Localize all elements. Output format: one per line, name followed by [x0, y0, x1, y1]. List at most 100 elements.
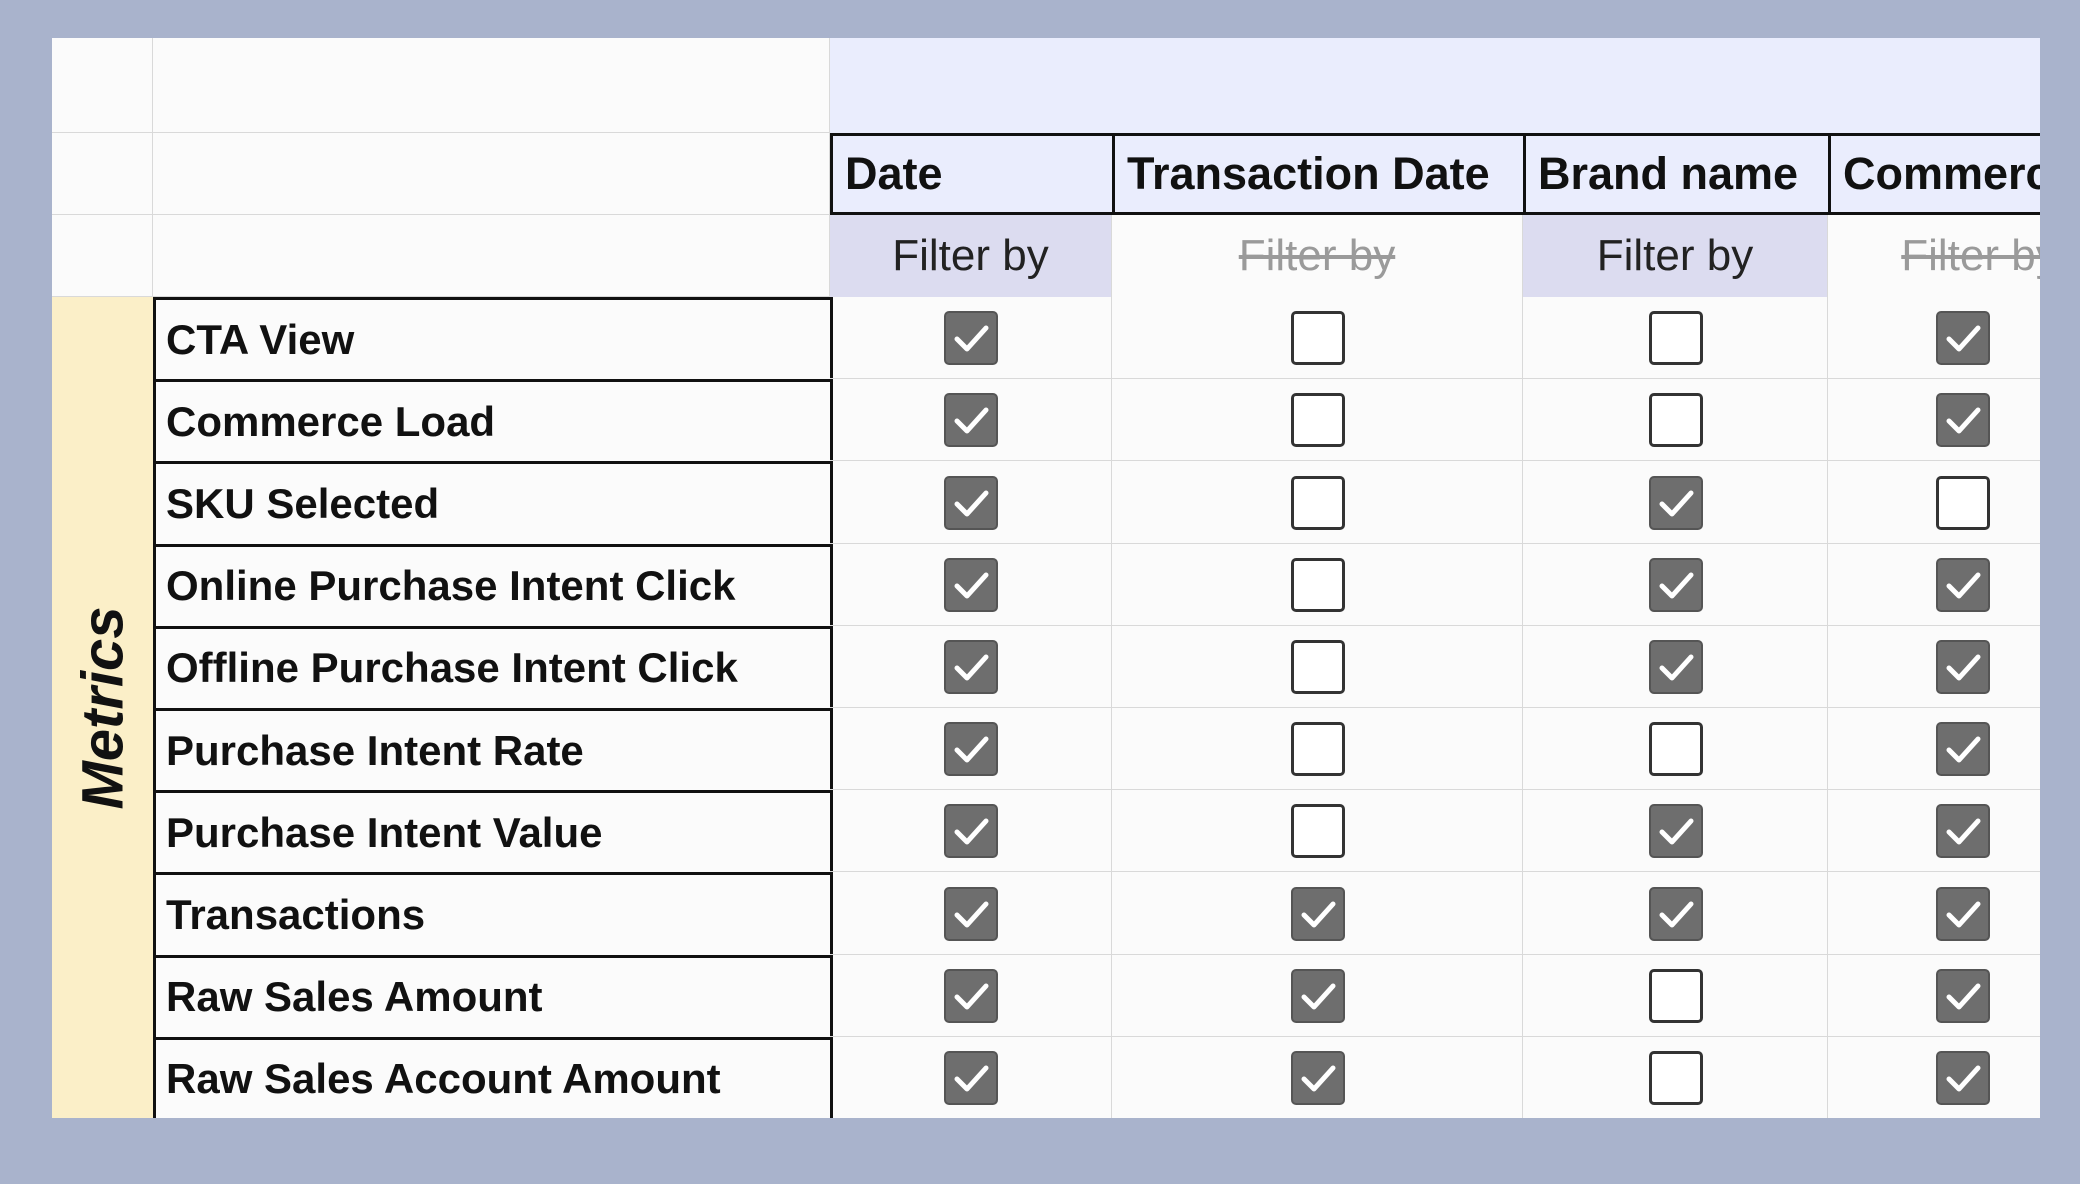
check-icon	[954, 1065, 989, 1092]
checkbox[interactable]	[1290, 968, 1345, 1023]
side-label: Metrics	[70, 606, 135, 810]
check-icon	[1946, 325, 1981, 352]
grid-cell	[1112, 954, 1523, 1037]
row-label: Transactions	[153, 872, 833, 958]
check-icon	[1659, 818, 1693, 845]
check-icon	[1946, 572, 1981, 599]
check-icon	[954, 736, 989, 763]
checkbox[interactable]	[1648, 557, 1703, 612]
filter-button[interactable]: Filter by	[1523, 215, 1828, 297]
checkbox[interactable]	[1290, 475, 1345, 530]
check-icon	[1946, 654, 1981, 681]
grid-cell	[1523, 708, 1828, 791]
grid-cell	[1523, 461, 1828, 544]
row-label: SKU Selected	[153, 461, 833, 547]
checkbox[interactable]	[944, 886, 998, 941]
grid-cell	[830, 297, 1112, 380]
checkbox[interactable]	[944, 557, 998, 612]
check-icon	[1946, 1065, 1981, 1092]
checkbox[interactable]	[1936, 804, 1990, 859]
blank-cell	[153, 215, 830, 297]
blank-cell	[153, 133, 830, 215]
checkbox[interactable]	[944, 639, 998, 694]
checkbox[interactable]	[1648, 475, 1703, 530]
checkbox[interactable]	[1936, 722, 1990, 777]
check-icon	[954, 407, 989, 434]
checkbox[interactable]	[1290, 886, 1345, 941]
check-icon	[1301, 983, 1335, 1010]
grid-cell	[1112, 297, 1523, 380]
checkbox[interactable]	[1936, 393, 1990, 448]
check-icon	[1659, 572, 1693, 599]
checkbox[interactable]	[944, 475, 998, 530]
grid-cell	[830, 954, 1112, 1037]
filter-button[interactable]: Filter by	[830, 215, 1112, 297]
checkbox[interactable]	[1290, 1050, 1345, 1105]
checkbox[interactable]	[944, 1050, 998, 1105]
grid-cell	[830, 1036, 1112, 1118]
check-icon	[954, 490, 989, 516]
checkbox[interactable]	[1290, 557, 1345, 612]
blank-cell	[52, 215, 153, 297]
column-header: Transaction Date	[1112, 133, 1526, 215]
checkbox[interactable]	[1290, 639, 1345, 694]
checkbox[interactable]	[944, 393, 998, 448]
check-icon	[954, 654, 989, 681]
checkbox[interactable]	[1290, 311, 1345, 366]
checkbox[interactable]	[1936, 639, 1990, 694]
grid-cell	[1828, 955, 2040, 1037]
side-label-cell: Metrics	[52, 297, 153, 1118]
filter-button: Filter by	[1828, 215, 2040, 297]
grid-cell	[1828, 297, 2040, 380]
grid-cell	[1523, 379, 1828, 462]
checkbox[interactable]	[1936, 886, 1990, 941]
checkbox[interactable]	[944, 968, 998, 1023]
grid-cell	[1112, 625, 1523, 708]
grid-cell	[1112, 708, 1523, 791]
check-icon	[954, 818, 989, 845]
grid-cell	[1828, 379, 2040, 462]
filter-button: Filter by	[1112, 215, 1523, 297]
checkbox[interactable]	[1936, 1050, 1990, 1105]
grid-cell	[830, 461, 1112, 544]
column-header: Commerce	[1828, 133, 2040, 215]
grid-cell	[1112, 543, 1523, 626]
checkbox[interactable]	[1648, 393, 1703, 448]
grid-cell	[1112, 461, 1523, 544]
grid-cell	[1523, 543, 1828, 626]
checkbox[interactable]	[1936, 968, 1990, 1023]
check-icon	[1946, 983, 1981, 1010]
check-icon	[1659, 490, 1693, 516]
row-label: Online Purchase Intent Click	[153, 543, 833, 629]
spreadsheet: Metrics Date Filter by Transaction Date Filt…	[52, 38, 2040, 1118]
checkbox[interactable]	[1290, 393, 1345, 448]
checkbox[interactable]	[1648, 311, 1703, 366]
checkbox[interactable]	[1648, 804, 1703, 859]
column-header: Date	[830, 133, 1115, 215]
checkbox[interactable]	[1648, 722, 1703, 777]
checkbox[interactable]	[1936, 557, 1990, 612]
checkbox[interactable]	[944, 722, 998, 777]
grid-cell	[830, 790, 1112, 873]
header-band	[830, 38, 2040, 133]
checkbox[interactable]	[1936, 475, 1990, 530]
checkbox[interactable]	[944, 311, 998, 366]
checkbox[interactable]	[1290, 804, 1345, 859]
checkbox[interactable]	[1290, 722, 1345, 777]
checkbox[interactable]	[1648, 968, 1703, 1023]
checkbox[interactable]	[1648, 639, 1703, 694]
blank-cell	[153, 38, 830, 133]
blank-cell	[52, 38, 153, 133]
check-icon	[954, 572, 989, 599]
grid-cell	[830, 543, 1112, 626]
checkbox[interactable]	[1648, 1050, 1703, 1105]
checkbox[interactable]	[1648, 886, 1703, 941]
checkbox[interactable]	[1936, 311, 1990, 366]
grid-cell	[1828, 1037, 2040, 1118]
grid-cell	[1828, 872, 2040, 955]
row-label: Commerce Load	[153, 379, 833, 465]
grid-cell	[1112, 379, 1523, 462]
row-label: CTA View	[153, 297, 833, 383]
checkbox[interactable]	[944, 804, 998, 859]
